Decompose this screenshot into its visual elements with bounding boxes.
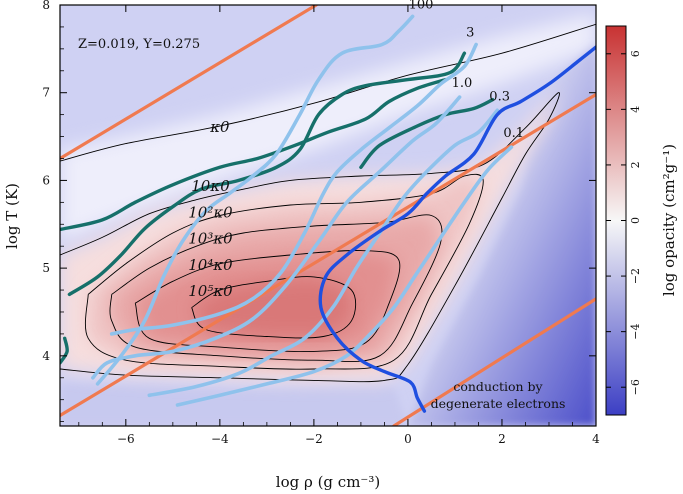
x-tick-label: 0 <box>404 432 412 446</box>
dark-blue-track <box>318 45 596 413</box>
contour-kappa-1 <box>60 92 560 383</box>
light-blue-tracks <box>91 14 514 407</box>
track-teal-edge <box>60 336 69 365</box>
track-mass-0.3 <box>147 108 500 398</box>
composition-label: Z=0.019, Y=0.275 <box>78 37 200 52</box>
contour-label-0: κ0 <box>209 118 230 136</box>
plot-frame <box>59 4 597 427</box>
track-mass-1.0 <box>91 95 462 380</box>
tick-labels: −6 −4 −2 0 2 4 4 5 6 7 8 <box>42 0 600 446</box>
track-dark-blue <box>318 45 596 413</box>
colorbar-ticks: −6 −4 −2 0 2 4 6 <box>606 50 642 395</box>
track-label-0.3: 0.3 <box>489 89 510 104</box>
colorbar-tick-label: 0 <box>629 217 642 224</box>
heatmap-low-temperature <box>60 382 408 426</box>
colorbar-tick-label: 6 <box>629 50 642 57</box>
region-label-line2: degenerate electrons <box>431 396 566 411</box>
contour-label-1: 10κ0 <box>191 177 230 195</box>
orange-line-upper <box>60 5 318 161</box>
contour-kappa-2 <box>84 173 484 370</box>
track-labels: 100 3 1.0 0.3 0.1 <box>409 0 524 141</box>
y-tick-label: 5 <box>42 261 50 275</box>
track-label-100: 100 <box>409 0 434 12</box>
x-tick-label: 2 <box>498 432 506 446</box>
heatmap-level-5 <box>191 276 352 337</box>
y-tick-label: 8 <box>42 0 50 12</box>
axis-ticks <box>60 4 597 426</box>
orange-line-lower <box>392 297 596 426</box>
colorbar-label: log opacity (cm²g⁻¹) <box>660 144 678 296</box>
contour-label-2: 10²κ0 <box>188 203 233 221</box>
colorbar-tick-label: 4 <box>629 106 642 113</box>
x-tick-label: −6 <box>117 432 135 446</box>
x-tick-label: 4 <box>592 432 600 446</box>
track-label-0.1: 0.1 <box>503 126 524 141</box>
colorbar-tick-label: −4 <box>629 324 642 340</box>
y-axis-label: log T (K) <box>3 183 21 249</box>
colorbar-tick-label: −6 <box>629 379 642 395</box>
colorbar: −6 −4 −2 0 2 4 6 log opacity (cm²g⁻¹) <box>605 25 678 416</box>
region-label-line1: conduction by <box>453 379 543 394</box>
contour-label-5: 10⁵κ0 <box>188 282 233 300</box>
track-mass-0.1 <box>175 145 514 407</box>
x-tick-label: −4 <box>211 432 229 446</box>
colorbar-tick-label: −2 <box>629 268 642 284</box>
heatmap-degenerate-region <box>407 44 596 426</box>
plot-area <box>60 5 596 426</box>
track-mass-100 <box>95 14 415 386</box>
x-axis-label: log ρ (g cm⁻³) <box>276 473 380 491</box>
x-tick-label: −2 <box>305 432 323 446</box>
track-label-3: 3 <box>466 26 474 41</box>
contour-label-3: 10³κ0 <box>188 230 233 248</box>
track-teal-middle <box>67 51 467 297</box>
orange-lines <box>60 5 596 426</box>
contour-label-4: 10⁴κ0 <box>188 256 233 274</box>
y-tick-label: 6 <box>42 173 50 187</box>
contour-kappa-0 <box>60 23 596 162</box>
contour-kappa-5 <box>191 276 357 339</box>
y-tick-label: 7 <box>42 86 50 100</box>
track-label-1.0: 1.0 <box>452 76 473 91</box>
track-mass-3 <box>109 42 478 336</box>
contour-kappa-4 <box>134 250 401 352</box>
y-tick-label: 4 <box>42 349 50 363</box>
colorbar-tick-label: 2 <box>629 161 642 168</box>
orange-line-middle <box>60 92 596 418</box>
track-teal-inner <box>359 98 495 169</box>
contour-level-labels: κ0 10κ0 10²κ0 10³κ0 10⁴κ0 10⁵κ0 <box>188 118 233 300</box>
